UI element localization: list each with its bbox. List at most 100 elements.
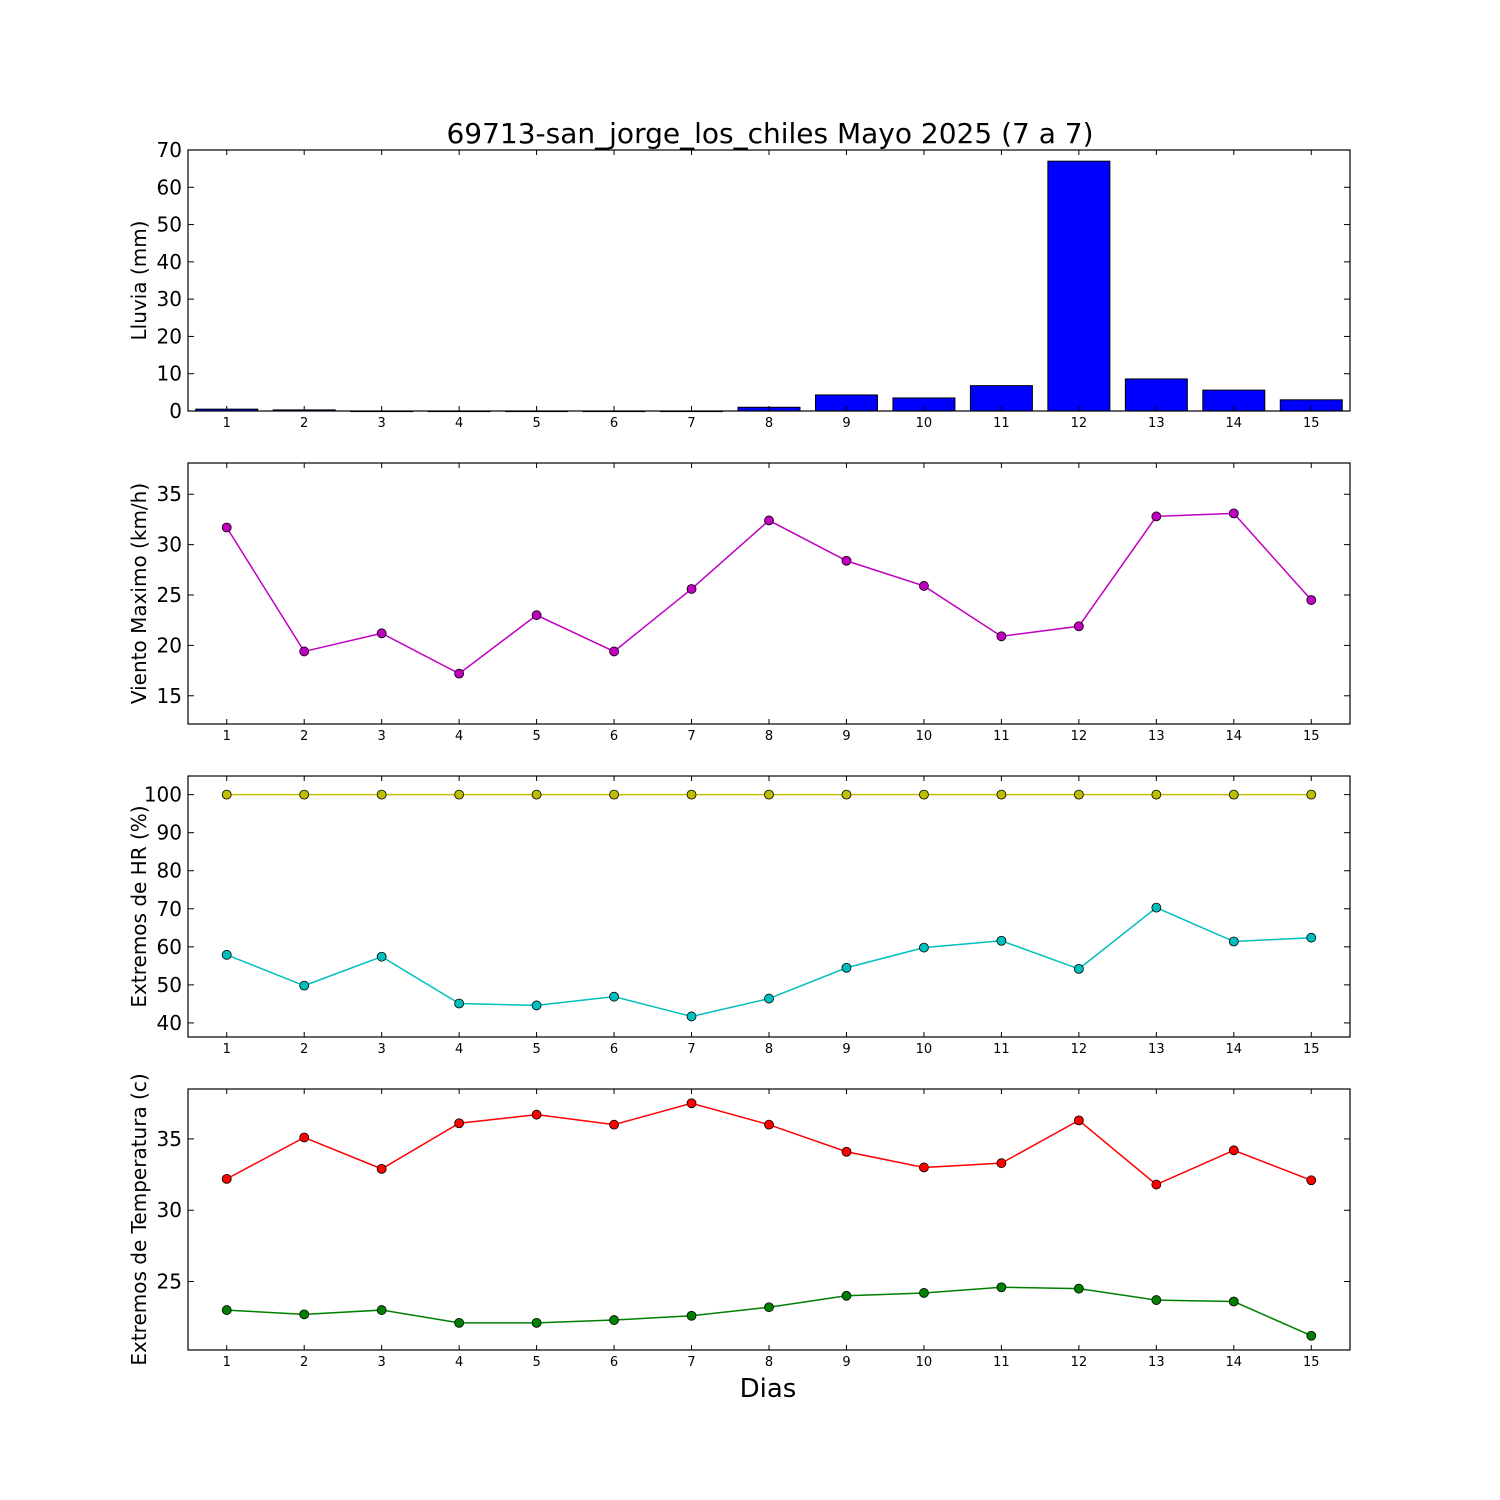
x-tick-label-temperatura-11: 11 bbox=[993, 1355, 1010, 1370]
point-humedad-series-1-13 bbox=[1151, 789, 1162, 800]
y-tick-label-viento-35: 35 bbox=[157, 482, 182, 506]
point-viento-series-1-1 bbox=[221, 522, 232, 533]
x-tick-label-viento-4: 4 bbox=[455, 729, 463, 744]
y-tick-label-humedad-90: 90 bbox=[157, 821, 182, 845]
x-tick-label-humedad-7: 7 bbox=[687, 1042, 695, 1057]
x-tick-label-temperatura-3: 3 bbox=[378, 1355, 386, 1370]
point-temperatura-series-1-9 bbox=[841, 1146, 852, 1157]
point-temperatura-series-1-11 bbox=[996, 1158, 1007, 1169]
x-tick-label-viento-13: 13 bbox=[1148, 729, 1165, 744]
y-tick-label-humedad-60: 60 bbox=[157, 935, 182, 959]
y-tick-label-lluvia-70: 70 bbox=[157, 138, 182, 162]
point-humedad-series-1-3 bbox=[376, 789, 387, 800]
x-tick-label-humedad-1: 1 bbox=[223, 1042, 231, 1057]
point-temperatura-series-1-10 bbox=[919, 1162, 929, 1173]
point-viento-series-1-9 bbox=[841, 555, 852, 566]
point-temperatura-series-2-6 bbox=[609, 1315, 619, 1325]
y-tick-label-lluvia-0: 0 bbox=[169, 399, 182, 423]
x-tick-label-lluvia-11: 11 bbox=[993, 416, 1010, 431]
point-temperatura-series-1-1 bbox=[221, 1173, 232, 1184]
y-tick-label-lluvia-50: 50 bbox=[157, 213, 182, 237]
x-tick-label-humedad-5: 5 bbox=[532, 1042, 540, 1057]
point-humedad-series-1-6 bbox=[609, 789, 619, 800]
x-tick-label-humedad-14: 14 bbox=[1226, 1042, 1243, 1057]
point-viento-series-1-12 bbox=[1073, 621, 1084, 632]
point-humedad-series-2-13 bbox=[1151, 902, 1162, 913]
point-temperatura-series-2-15 bbox=[1306, 1330, 1317, 1341]
x-tick-label-lluvia-2: 2 bbox=[300, 416, 308, 431]
x-tick-label-temperatura-7: 7 bbox=[687, 1355, 695, 1370]
x-tick-label-lluvia-6: 6 bbox=[610, 416, 618, 431]
x-tick-label-temperatura-8: 8 bbox=[765, 1355, 773, 1370]
x-tick-label-temperatura-12: 12 bbox=[1071, 1355, 1088, 1370]
point-temperatura-series-2-12 bbox=[1073, 1283, 1084, 1294]
y-tick-label-viento-25: 25 bbox=[157, 583, 182, 607]
point-humedad-series-2-15 bbox=[1306, 932, 1317, 943]
panel-lluvia: 1 2 3 4 5 6 7 8 9 10 11 12 13 14 15010203040506070Lluv… bbox=[127, 138, 1351, 431]
x-tick-label-temperatura-2: 2 bbox=[300, 1355, 308, 1370]
x-tick-label-humedad-13: 13 bbox=[1148, 1042, 1165, 1057]
x-tick-label-temperatura-5: 5 bbox=[532, 1355, 540, 1370]
point-temperatura-series-2-8 bbox=[764, 1302, 774, 1313]
point-humedad-series-2-5 bbox=[531, 1000, 542, 1011]
x-tick-label-lluvia-10: 10 bbox=[916, 416, 933, 431]
x-tick-label-viento-14: 14 bbox=[1226, 729, 1243, 744]
x-tick-label-humedad-9: 9 bbox=[842, 1042, 850, 1057]
point-humedad-series-2-6 bbox=[609, 991, 619, 1002]
point-humedad-series-1-14 bbox=[1228, 789, 1239, 800]
point-viento-series-1-14 bbox=[1228, 508, 1239, 519]
point-temperatura-series-2-2 bbox=[299, 1309, 310, 1320]
x-tick-label-viento-8: 8 bbox=[765, 729, 773, 744]
x-tick-label-viento-10: 10 bbox=[916, 729, 933, 744]
point-humedad-series-2-12 bbox=[1073, 963, 1084, 974]
x-tick-label-temperatura-15: 15 bbox=[1303, 1355, 1320, 1370]
x-tick-label-lluvia-14: 14 bbox=[1226, 416, 1243, 431]
point-temperatura-series-1-3 bbox=[376, 1163, 387, 1174]
x-tick-label-viento-9: 9 bbox=[842, 729, 850, 744]
x-tick-label-temperatura-10: 10 bbox=[916, 1355, 933, 1370]
point-humedad-series-1-11 bbox=[996, 789, 1007, 800]
y-tick-label-viento-20: 20 bbox=[157, 633, 182, 657]
point-temperatura-series-1-13 bbox=[1151, 1179, 1162, 1190]
point-temperatura-series-1-12 bbox=[1073, 1115, 1084, 1126]
x-tick-label-temperatura-6: 6 bbox=[610, 1355, 618, 1370]
x-tick-label-humedad-3: 3 bbox=[378, 1042, 386, 1057]
y-tick-label-viento-30: 30 bbox=[157, 533, 182, 557]
point-humedad-series-1-4 bbox=[454, 789, 465, 800]
point-viento-series-1-7 bbox=[686, 584, 697, 594]
line-viento-series-1 bbox=[226, 512, 1312, 675]
point-humedad-series-2-9 bbox=[841, 962, 852, 973]
x-tick-label-humedad-4: 4 bbox=[455, 1042, 463, 1057]
y-tick-label-lluvia-40: 40 bbox=[157, 250, 182, 274]
point-viento-series-1-2 bbox=[299, 646, 310, 657]
point-humedad-series-1-2 bbox=[299, 789, 310, 800]
panels: 1 2 3 4 5 6 7 8 9 10 11 12 13 14 15010203040506070Lluv… bbox=[127, 138, 1351, 1370]
point-humedad-series-2-11 bbox=[996, 935, 1007, 946]
point-humedad-series-2-8 bbox=[764, 993, 774, 1004]
point-humedad-series-1-8 bbox=[764, 789, 774, 800]
x-tick-label-lluvia-4: 4 bbox=[455, 416, 463, 431]
y-axis-label-lluvia: Lluvia (mm) bbox=[127, 221, 151, 341]
x-tick-label-temperatura-1: 1 bbox=[223, 1355, 231, 1370]
axes-frame-viento bbox=[187, 462, 1351, 725]
x-tick-label-viento-3: 3 bbox=[378, 729, 386, 744]
x-tick-label-humedad-6: 6 bbox=[610, 1042, 618, 1057]
figure-title: 69713-san_jorge_los_chiles Mayo 2025 (7 … bbox=[446, 117, 1093, 150]
point-temperatura-series-2-3 bbox=[376, 1305, 387, 1315]
point-humedad-series-2-7 bbox=[686, 1011, 697, 1022]
y-tick-label-humedad-40: 40 bbox=[157, 1011, 182, 1035]
x-tick-label-viento-6: 6 bbox=[610, 729, 618, 744]
point-humedad-series-1-15 bbox=[1306, 789, 1317, 800]
point-humedad-series-1-7 bbox=[686, 789, 697, 800]
point-humedad-series-2-1 bbox=[221, 949, 232, 960]
point-temperatura-series-2-5 bbox=[531, 1318, 542, 1328]
line-temperatura-series-1 bbox=[226, 1102, 1312, 1186]
point-temperatura-series-1-14 bbox=[1228, 1145, 1239, 1156]
y-tick-label-lluvia-20: 20 bbox=[157, 324, 182, 348]
point-viento-series-1-3 bbox=[376, 628, 387, 639]
point-temperatura-series-1-6 bbox=[609, 1119, 619, 1130]
x-tick-label-viento-15: 15 bbox=[1303, 729, 1320, 744]
point-viento-series-1-6 bbox=[609, 646, 619, 657]
point-viento-series-1-4 bbox=[454, 668, 465, 679]
